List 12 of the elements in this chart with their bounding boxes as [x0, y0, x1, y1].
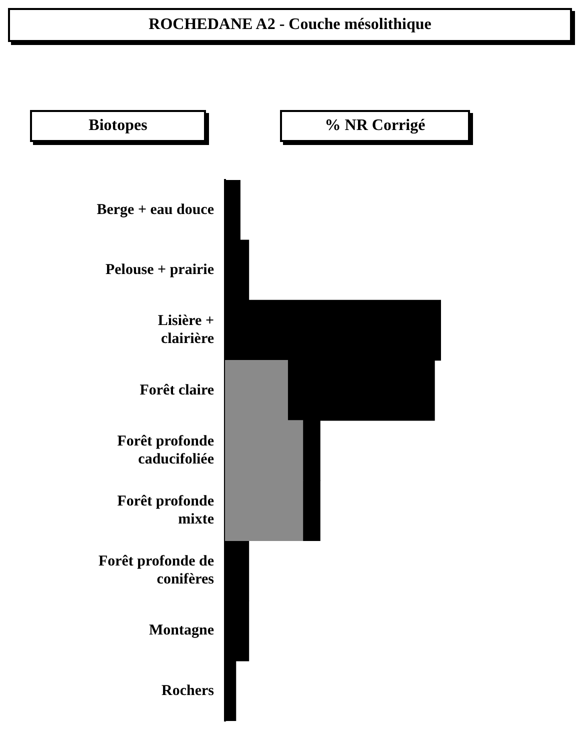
x-axis-title: % NR Corrigé [280, 110, 470, 142]
chart-title: ROCHEDANE A2 - Couche mésolithique [8, 8, 572, 42]
y-tick-label: Lisière + clairière [158, 313, 214, 348]
y-tick-label: Pelouse + prairie [105, 262, 214, 278]
y-axis-title: Biotopes [30, 110, 206, 142]
y-tick-label: Forêt profonde caducifoliée [117, 433, 214, 468]
y-tick-label: Montagne [149, 622, 214, 639]
y-tick-label: Forêt claire [140, 382, 214, 398]
y-tick-label: Rochers [162, 682, 214, 699]
y-tick-label: Forêt profonde mixte [117, 493, 214, 528]
y-tick-label: Berge + eau douce [96, 202, 214, 218]
y-tick-label: Forêt profonde de conifères [98, 554, 214, 588]
